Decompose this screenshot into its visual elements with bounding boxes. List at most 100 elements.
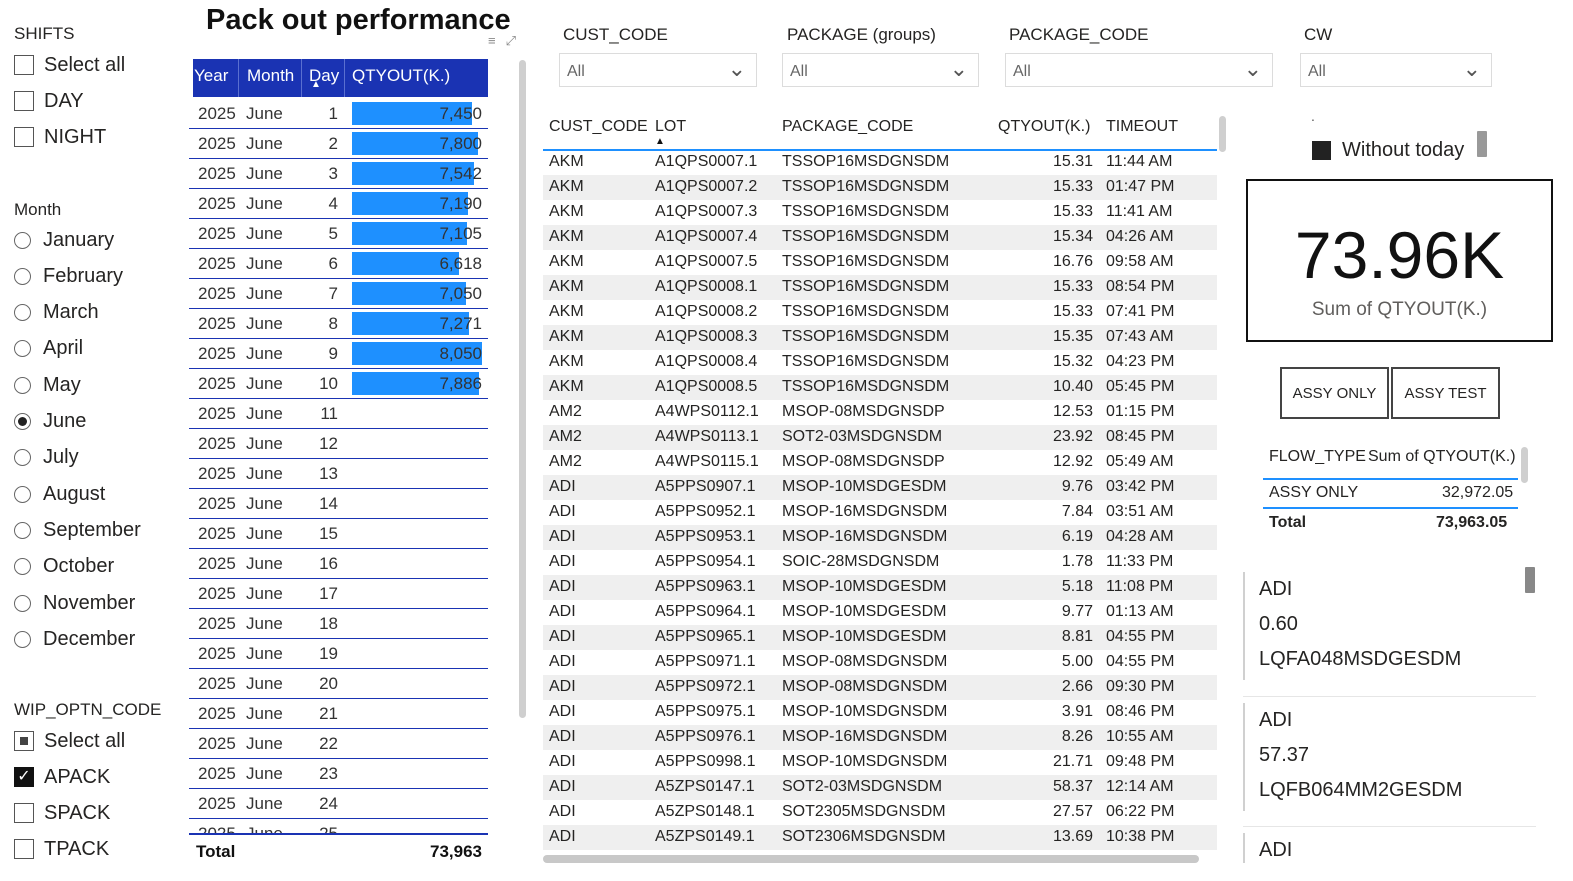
table-row[interactable]: AM2 A4WPS0113.1 SOT2-03MSDGNSDM 23.92 08:45 … — [543, 425, 1217, 450]
table-row[interactable]: ADI A5PPS0907.1 MSOP-10MSDGESDM 9.76 03:42 P… — [543, 475, 1217, 500]
radio-icon[interactable] — [14, 231, 31, 249]
table-row[interactable]: 2025 June 10 7,886 — [189, 369, 488, 399]
flow-table-scrollbar[interactable] — [1521, 447, 1528, 483]
table-row[interactable]: AKM A1QPS0007.5 TSSOP16MSDGNSDM 16.76 09:58 … — [543, 250, 1217, 275]
table-row[interactable]: AKM A1QPS0008.5 TSSOP16MSDGNSDM 10.40 05:45 … — [543, 375, 1217, 400]
radio-icon[interactable] — [14, 340, 31, 358]
column-header-flow-type[interactable]: FLOW_TYPE — [1269, 448, 1366, 465]
checkbox-icon[interactable] — [14, 839, 34, 859]
filter-dropdown-cw[interactable]: All ⌄ — [1300, 53, 1492, 87]
legend-scrollbar[interactable] — [1477, 131, 1487, 157]
table-row[interactable]: ADI A5PPS0971.1 MSOP-08MSDGNSDM 5.00 04:55 P… — [543, 650, 1217, 675]
month-option-january[interactable]: January — [14, 227, 114, 253]
table-row[interactable]: AKM A1QPS0007.2 TSSOP16MSDGNSDM 15.33 01:47 … — [543, 175, 1217, 200]
table-row[interactable]: ADI A5PPS0953.1 MSOP-16MSDGNSDM 6.19 04:28 A… — [543, 525, 1217, 550]
daily-table-scrollbar[interactable] — [519, 60, 526, 718]
filter-dropdown-package-groups[interactable]: All ⌄ — [782, 53, 979, 87]
table-row[interactable]: ADI A5ZPS0149.1 SOT2306MSDGNSDM 13.69 10:38 … — [543, 825, 1217, 850]
table-row[interactable]: 2025 June 17 — [189, 579, 488, 609]
table-row[interactable]: ADI A5PPS0972.1 MSOP-08MSDGNSDM 2.66 09:30 P… — [543, 675, 1217, 700]
multi-card-item[interactable]: ADI 0.60 LQFA048MSDGESDM — [1243, 572, 1535, 680]
filter-dropdown-cust-code[interactable]: All ⌄ — [559, 53, 757, 87]
column-header-year[interactable]: Year — [194, 66, 229, 85]
table-row[interactable]: ADI A5PPS0975.1 MSOP-10MSDGNSDM 3.91 08:46 P… — [543, 700, 1217, 725]
table-row[interactable]: 2025 June 7 7,050 — [189, 279, 488, 309]
focus-mode-icon[interactable]: ⤢ — [505, 33, 526, 48]
table-row[interactable]: 2025 June 23 — [189, 759, 488, 789]
radio-icon[interactable] — [14, 485, 31, 503]
wip-option-apack[interactable]: ✓ APACK — [14, 764, 110, 790]
month-option-april[interactable]: April — [14, 336, 83, 362]
table-row[interactable]: ADI A5PPS0963.1 MSOP-10MSDGESDM 5.18 11:08 P… — [543, 575, 1217, 600]
table-row[interactable]: 2025 June 5 7,105 — [189, 219, 488, 249]
table-row[interactable]: AKM A1QPS0008.1 TSSOP16MSDGNSDM 15.33 08:54 … — [543, 275, 1217, 300]
month-option-october[interactable]: October — [14, 554, 114, 580]
month-option-june[interactable]: June — [14, 409, 86, 435]
table-row[interactable]: AKM A1QPS0007.1 TSSOP16MSDGNSDM 15.31 11:44 … — [543, 150, 1217, 175]
table-row[interactable]: AM2 A4WPS0112.1 MSOP-08MSDGNSDP 12.53 01:15 … — [543, 400, 1217, 425]
multi-card-scrollbar[interactable] — [1525, 567, 1535, 593]
multi-card-item[interactable]: ADI 57.37 LQFB064MM2GESDM — [1243, 703, 1535, 811]
table-row[interactable]: AKM A1QPS0008.2 TSSOP16MSDGNSDM 15.33 07:41 … — [543, 300, 1217, 325]
table-row[interactable]: ADI A5PPS0965.1 MSOP-10MSDGESDM 8.81 04:55 P… — [543, 625, 1217, 650]
table-row[interactable]: 2025 June 11 — [189, 399, 488, 429]
table-row[interactable]: ADI A5PPS0952.1 MSOP-16MSDGNSDM 7.84 03:51 A… — [543, 500, 1217, 525]
wip-option-tpack[interactable]: TPACK — [14, 836, 109, 862]
lot-table-scrollbar-v[interactable] — [1219, 116, 1226, 152]
shift-option-select-all[interactable]: Select all — [14, 52, 125, 78]
column-header-qtyout[interactable]: QTYOUT(K.) — [998, 118, 1091, 135]
radio-icon[interactable] — [14, 376, 31, 394]
table-row[interactable]: AKM A1QPS0008.4 TSSOP16MSDGNSDM 15.32 04:23 … — [543, 350, 1217, 375]
table-row[interactable]: ADI A5PPS0964.1 MSOP-10MSDGESDM 9.77 01:13 A… — [543, 600, 1217, 625]
radio-icon[interactable] — [14, 521, 31, 539]
table-row[interactable]: 2025 June 8 7,271 — [189, 309, 488, 339]
month-option-august[interactable]: August — [14, 481, 105, 507]
table-row[interactable]: 2025 June 21 — [189, 699, 488, 729]
wip-option-spack[interactable]: SPACK — [14, 800, 110, 826]
column-header-month[interactable]: Month — [247, 66, 295, 85]
table-row[interactable]: AKM A1QPS0007.3 TSSOP16MSDGNSDM 15.33 11:41 … — [543, 200, 1217, 225]
table-row[interactable]: 2025 June 2 7,800 — [189, 129, 488, 159]
column-header-cust-code[interactable]: CUST_CODE — [549, 118, 648, 135]
radio-icon[interactable] — [14, 267, 31, 285]
table-row[interactable]: 2025 June 24 — [189, 789, 488, 819]
table-row[interactable]: AKM A1QPS0007.4 TSSOP16MSDGNSDM 15.34 04:26 … — [543, 225, 1217, 250]
month-option-march[interactable]: March — [14, 300, 99, 326]
column-header-timeout[interactable]: TIMEOUT — [1106, 118, 1178, 135]
table-row[interactable]: AM2 A4WPS0115.1 MSOP-08MSDGNSDP 12.92 05:49 … — [543, 450, 1217, 475]
table-row[interactable]: 2025 June 12 — [189, 429, 488, 459]
table-row[interactable]: ADI A5PPS0998.1 MSOP-10MSDGNSDM 21.71 09:48 … — [543, 750, 1217, 775]
column-header-package-code[interactable]: PACKAGE_CODE — [782, 118, 914, 135]
checkbox-partial-icon[interactable] — [14, 731, 34, 751]
radio-icon[interactable] — [14, 594, 31, 612]
assy-only-button[interactable]: ASSY ONLY — [1280, 367, 1389, 419]
radio-icon[interactable] — [14, 558, 31, 576]
table-row[interactable]: ADI A5ZPS0148.1 SOT2305MSDGNSDM 27.57 06:22 … — [543, 800, 1217, 825]
table-row[interactable]: 2025 June 1 7,450 — [189, 99, 488, 129]
month-option-may[interactable]: May — [14, 372, 81, 398]
table-row[interactable]: AKM A1QPS0008.3 TSSOP16MSDGNSDM 15.35 07:43 … — [543, 325, 1217, 350]
table-row[interactable]: 2025 June 9 8,050 — [189, 339, 488, 369]
table-row[interactable]: 2025 June 18 — [189, 609, 488, 639]
radio-icon[interactable] — [14, 630, 31, 648]
table-row[interactable]: 2025 June 16 — [189, 549, 488, 579]
checkbox-icon[interactable] — [14, 91, 34, 111]
table-row[interactable]: ADI A5ZPS0147.1 SOT2-03MSDGNSDM 58.37 12:14 … — [543, 775, 1217, 800]
table-row[interactable]: 2025 June 20 — [189, 669, 488, 699]
table-row[interactable]: 2025 June 4 7,190 — [189, 189, 488, 219]
table-row[interactable]: 2025 June 13 — [189, 459, 488, 489]
column-header-sum-qtyout[interactable]: Sum of QTYOUT(K.) — [1368, 448, 1516, 465]
table-row[interactable]: 2025 June 19 — [189, 639, 488, 669]
checkbox-checked-icon[interactable]: ✓ — [14, 767, 34, 787]
checkbox-icon[interactable] — [14, 803, 34, 823]
assy-test-button[interactable]: ASSY TEST — [1391, 367, 1500, 419]
checkbox-icon[interactable] — [14, 127, 34, 147]
month-option-july[interactable]: July — [14, 445, 79, 471]
table-row[interactable]: 2025 June 14 — [189, 489, 488, 519]
table-row[interactable]: 2025 June 15 — [189, 519, 488, 549]
month-option-february[interactable]: February — [14, 263, 123, 289]
shift-option-day[interactable]: DAY — [14, 88, 84, 114]
table-row[interactable]: ADI A5PPS0954.1 SOIC-28MSDGNSDM 1.78 11:33 P… — [543, 550, 1217, 575]
radio-selected-icon[interactable] — [14, 413, 31, 430]
radio-icon[interactable] — [14, 449, 31, 467]
